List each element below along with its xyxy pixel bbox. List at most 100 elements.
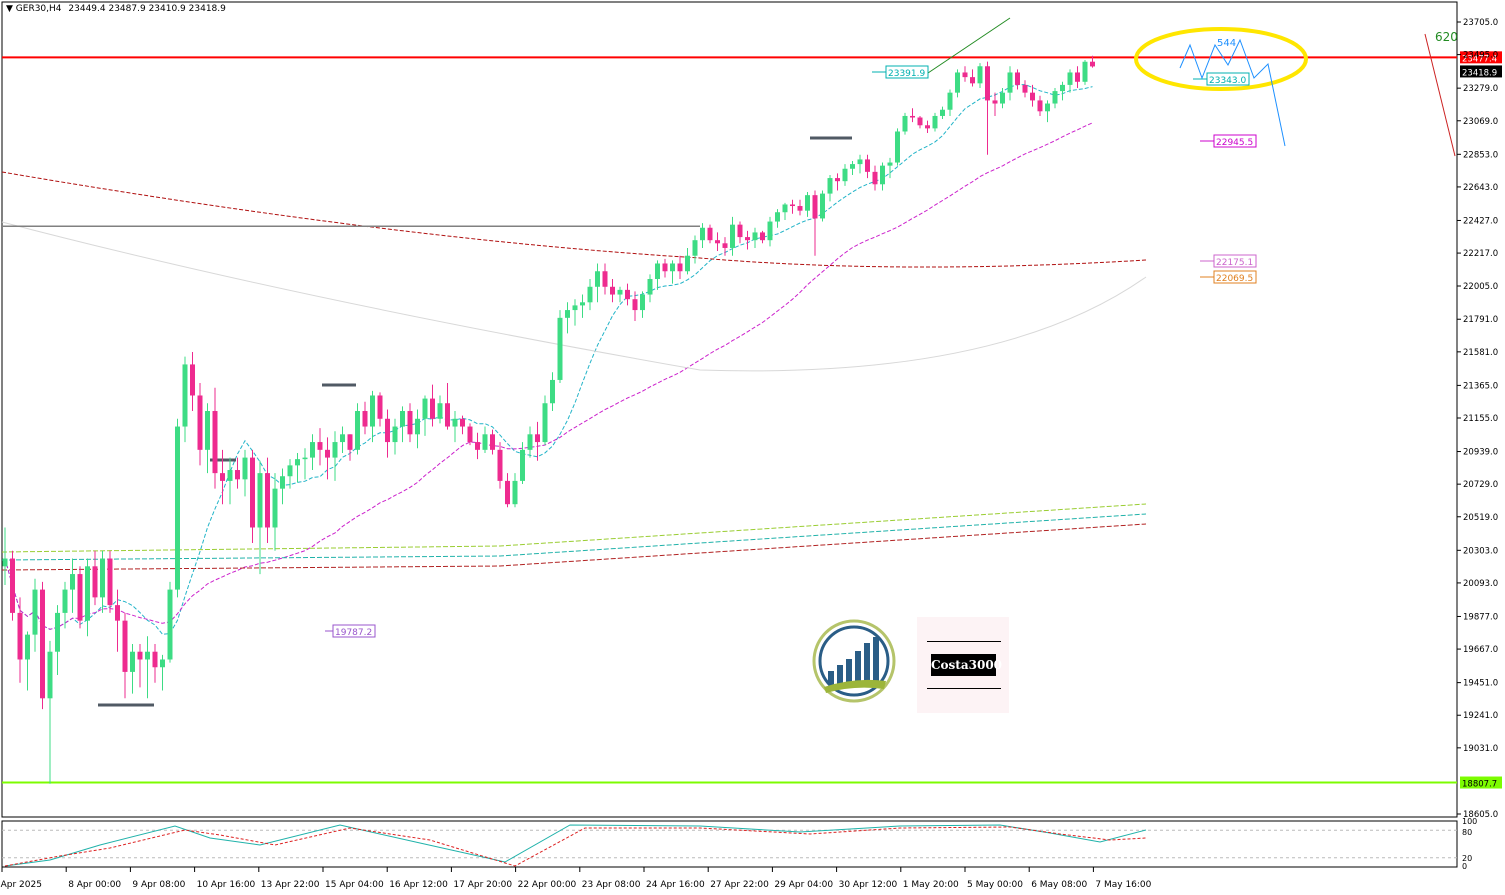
time-tick-label: 8 Apr 00:00 [68,880,121,890]
level-price-tag [1460,51,1502,64]
time-axis: 7 Apr 2025 8 Apr 00:00 9 Apr 08:00 10 Apr 1… [0,867,1152,890]
price-tick-label: 19031.0 [1463,744,1498,754]
envelope-mid-line [1,513,1147,561]
candle-body [910,115,915,118]
candle-body [167,589,173,660]
candle-body [767,221,773,241]
candle-body [160,659,165,668]
candle-body [797,206,803,211]
candle-body [857,159,863,165]
current-price-tag [1460,65,1502,78]
candle-body [332,442,338,458]
level-price-text: 18807.7 [1462,780,1497,790]
stochastic-oscillator: 100 80 200 [2,817,1477,871]
candle-body [850,164,855,169]
candle-body [385,418,390,443]
candle-body [550,379,555,404]
candle-body [887,162,893,166]
candle-body [992,100,998,104]
candle-body [1045,103,1050,112]
candle-body [730,224,735,248]
candle-body [707,227,713,241]
time-tick-label: 15 Apr 04:00 [325,880,384,890]
candle-body [100,558,105,598]
candle-body [655,263,660,280]
price-tick-label: 21581.0 [1463,348,1498,358]
ohlc-values: 23449.4 23487.9 23410.9 23418.9 [68,4,226,14]
time-tick-label: 9 Apr 08:00 [132,880,185,890]
candle-body [220,473,225,481]
price-tick-label: 22005.0 [1463,282,1498,292]
candle-body [1037,100,1043,112]
level-label-text: 23343.0 [1209,76,1246,86]
candle-body [842,168,848,182]
candle-body [400,411,405,427]
osc-level-label: 80 [1462,828,1472,837]
candle-body [10,558,15,613]
time-tick-label: 23 Apr 08:00 [582,880,641,890]
envelope-upper-line [1,503,1147,553]
candle-body [1022,84,1028,93]
candle-body [1090,61,1095,67]
drop-projection-line [1424,33,1456,157]
candle-body [452,418,458,427]
candle-body [692,240,698,256]
candle-body [737,224,743,238]
candle-body [775,212,780,222]
candle-body [497,449,503,481]
candle-body [445,403,450,427]
candle-body [955,72,960,93]
envelope-lower-line [1,523,1147,571]
candle-body [1082,61,1088,82]
candle-body [782,204,788,213]
time-tick-label: 5 May 00:00 [967,880,1023,890]
candle-body [92,566,98,598]
candle-body [535,434,540,443]
candle-body [677,263,683,272]
candle-body [370,395,375,427]
ma-slow-line [1,221,1147,372]
candle-body [932,115,938,129]
candle-body [280,476,285,489]
candle-body [962,72,968,78]
time-tick-label: 29 Apr 04:00 [774,880,833,890]
candle-body [542,403,548,443]
level-label-box [1213,134,1257,148]
level-label-box [332,624,376,638]
level-label-text: 23391.9 [888,69,925,79]
level-label-text: 22175.1 [1216,258,1253,268]
candle-body [62,589,68,613]
ma-long-line [1,171,1147,268]
candle-body [670,263,675,272]
candle-body [325,449,330,458]
candle-body [32,589,38,635]
candle-body [340,434,345,443]
candle-body [580,302,585,306]
bar-chart-logo-icon [812,619,896,703]
candle-body [925,125,930,129]
horizontal-levels: 23477.4 18807.7 [2,51,1502,790]
candle-body [197,395,203,450]
highlight-ellipse [1134,27,1308,91]
badge-label: Costa3000 [931,654,1002,676]
candles [2,55,1095,784]
level-label-text: 22945.5 [1216,138,1253,148]
candle-body [610,286,615,295]
dropdown-arrow-icon[interactable]: ▼ [6,4,13,14]
candle-body [190,364,195,396]
candle-body [985,66,990,101]
candle-body [17,612,23,660]
candle-body [475,442,480,450]
time-tick-label: 30 Apr 12:00 [839,880,898,890]
candle-body [265,473,270,528]
osc-level-label: 20 [1462,854,1472,863]
level-label-text: 22069.5 [1216,274,1253,284]
candle-body [415,418,420,435]
time-tick-label: 7 May 16:00 [1095,880,1151,890]
candle-body [632,299,638,311]
candle-body [85,566,90,621]
candle-body [227,470,233,481]
candle-body [947,92,953,110]
price-axis: 23705.0 23495.0 23279.0 23069.0 22853.0 22643… [1457,18,1502,820]
